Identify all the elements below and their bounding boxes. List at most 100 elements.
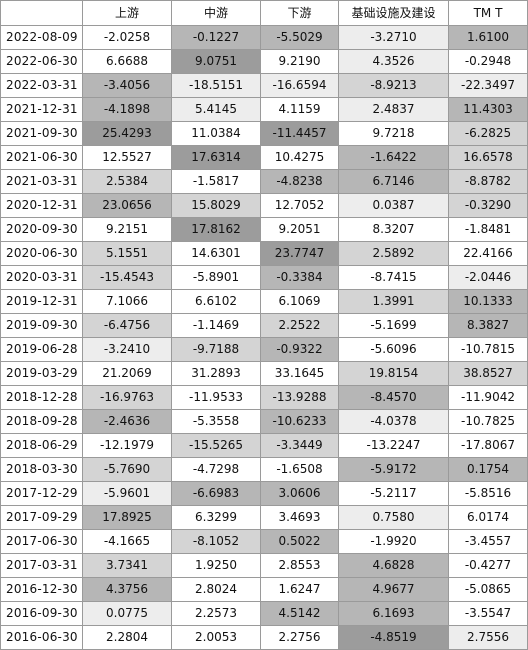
value-cell: 4.3756 <box>82 577 172 602</box>
value-cell: 11.4303 <box>448 97 528 122</box>
value-cell: 33.1645 <box>260 361 339 386</box>
table-row: 2022-03-31 -3.4056 -18.5151 -16.6594 -8.9213… <box>0 73 528 98</box>
value-cell: 2.7556 <box>448 625 528 650</box>
value-cell: -8.7415 <box>338 265 449 290</box>
table-row: 2018-09-28 -2.4636 -5.3558 -10.6233 -4.0378-… <box>0 409 528 434</box>
value-cell: 9.2190 <box>260 49 339 74</box>
value-cell: 6.6688 <box>82 49 172 74</box>
value-cell: -0.9322 <box>260 337 339 362</box>
date-cell: 2020-09-30 <box>0 217 83 242</box>
value-cell: -12.1979 <box>82 433 172 458</box>
value-cell: 16.6578 <box>448 145 528 170</box>
value-cell: 9.0751 <box>171 49 261 74</box>
value-cell: 9.2151 <box>82 217 172 242</box>
value-cell: 6.7146 <box>338 169 449 194</box>
table-row: 2018-12-28 -16.9763 -11.9533 -13.9288 -8.457… <box>0 385 528 410</box>
value-cell: -11.4457 <box>260 121 339 146</box>
value-cell: -5.5029 <box>260 25 339 50</box>
value-cell: -4.7298 <box>171 457 261 482</box>
value-cell: -8.4570 <box>338 385 449 410</box>
value-cell: 19.8154 <box>338 361 449 386</box>
value-cell: 11.0384 <box>171 121 261 146</box>
value-cell: -1.1469 <box>171 313 261 338</box>
value-cell: -8.9213 <box>338 73 449 98</box>
date-cell: 2021-06-30 <box>0 145 83 170</box>
value-cell: -0.3384 <box>260 265 339 290</box>
value-cell: -8.1052 <box>171 529 261 554</box>
table-row: 2021-06-30 12.5527 17.6314 10.4275 -1.6422 16… <box>0 145 528 170</box>
table-row: 2017-03-31 3.7341 1.9250 2.8553 4.6828 -0.427… <box>0 553 528 578</box>
value-cell: -10.7825 <box>448 409 528 434</box>
table-row: 2018-06-29 -12.1979 -15.5265 -3.3449 -13.224… <box>0 433 528 458</box>
date-cell: 2017-09-29 <box>0 505 83 530</box>
value-cell: 15.8029 <box>171 193 261 218</box>
value-cell: 17.6314 <box>171 145 261 170</box>
table-row: 2016-09-30 0.0775 2.2573 4.5142 6.1693 -3.554… <box>0 601 528 626</box>
value-cell: 0.0387 <box>338 193 449 218</box>
table-row: 2020-12-31 23.0656 15.8029 12.7052 0.0387 -0.… <box>0 193 528 218</box>
value-cell: -13.2247 <box>338 433 449 458</box>
date-cell: 2017-06-30 <box>0 529 83 554</box>
column-header: 基础设施及建设 <box>338 0 449 26</box>
value-cell: -2.0446 <box>448 265 528 290</box>
value-cell: 2.0053 <box>171 625 261 650</box>
value-cell: 8.3207 <box>338 217 449 242</box>
date-cell: 2016-12-30 <box>0 577 83 602</box>
value-cell: 2.2522 <box>260 313 339 338</box>
value-cell: 1.3991 <box>338 289 449 314</box>
value-cell: -17.8067 <box>448 433 528 458</box>
table-row: 2021-09-30 25.4293 11.0384 -11.4457 9.7218 -6… <box>0 121 528 146</box>
value-cell: 22.4166 <box>448 241 528 266</box>
value-cell: 2.2573 <box>171 601 261 626</box>
value-cell: -1.9920 <box>338 529 449 554</box>
column-header: 中游 <box>171 0 261 26</box>
value-cell: -16.6594 <box>260 73 339 98</box>
table-row: 2017-12-29 -5.9601 -6.6983 3.0606 -5.2117 -5.… <box>0 481 528 506</box>
value-cell: -11.9042 <box>448 385 528 410</box>
date-cell: 2021-12-31 <box>0 97 83 122</box>
value-cell: -15.4543 <box>82 265 172 290</box>
column-header: 下游 <box>260 0 339 26</box>
value-cell: 4.9677 <box>338 577 449 602</box>
value-cell: -3.2710 <box>338 25 449 50</box>
corner-cell <box>0 0 83 26</box>
value-cell: -10.7815 <box>448 337 528 362</box>
value-cell: -22.3497 <box>448 73 528 98</box>
value-cell: 2.4837 <box>338 97 449 122</box>
value-cell: 12.7052 <box>260 193 339 218</box>
value-cell: -0.2948 <box>448 49 528 74</box>
value-cell: 8.3827 <box>448 313 528 338</box>
value-cell: 0.5022 <box>260 529 339 554</box>
table-row: 2022-08-09 -2.0258 -0.1227 -5.5029 -3.2710 1.… <box>0 25 528 50</box>
value-cell: -5.3558 <box>171 409 261 434</box>
table-row: 2020-03-31 -15.4543 -5.8901 -0.3384 -8.7415-… <box>0 265 528 290</box>
value-cell: -3.4557 <box>448 529 528 554</box>
date-cell: 2019-09-30 <box>0 313 83 338</box>
value-cell: 38.8527 <box>448 361 528 386</box>
value-cell: 23.7747 <box>260 241 339 266</box>
value-cell: -15.5265 <box>171 433 261 458</box>
table-row: 2019-03-29 21.2069 31.2893 33.1645 19.8154 38… <box>0 361 528 386</box>
value-cell: -5.9172 <box>338 457 449 482</box>
date-cell: 2019-03-29 <box>0 361 83 386</box>
table-row: 2022-06-30 6.6688 9.0751 9.2190 4.3526 -0.294… <box>0 49 528 74</box>
value-cell: -0.3290 <box>448 193 528 218</box>
value-cell: -5.8516 <box>448 481 528 506</box>
value-cell: 4.5142 <box>260 601 339 626</box>
value-cell: -4.0378 <box>338 409 449 434</box>
value-cell: -9.7188 <box>171 337 261 362</box>
value-cell: 10.4275 <box>260 145 339 170</box>
value-cell: -1.6508 <box>260 457 339 482</box>
value-cell: 2.8024 <box>171 577 261 602</box>
value-cell: -2.4636 <box>82 409 172 434</box>
date-cell: 2022-08-09 <box>0 25 83 50</box>
table-row: 2021-12-31 -4.1898 5.4145 4.1159 2.4837 11.43… <box>0 97 528 122</box>
value-cell: 6.1069 <box>260 289 339 314</box>
value-cell: 31.2893 <box>171 361 261 386</box>
value-cell: -5.6096 <box>338 337 449 362</box>
date-cell: 2022-06-30 <box>0 49 83 74</box>
date-cell: 2022-03-31 <box>0 73 83 98</box>
value-cell: -6.6983 <box>171 481 261 506</box>
value-cell: 9.7218 <box>338 121 449 146</box>
value-cell: -5.2117 <box>338 481 449 506</box>
